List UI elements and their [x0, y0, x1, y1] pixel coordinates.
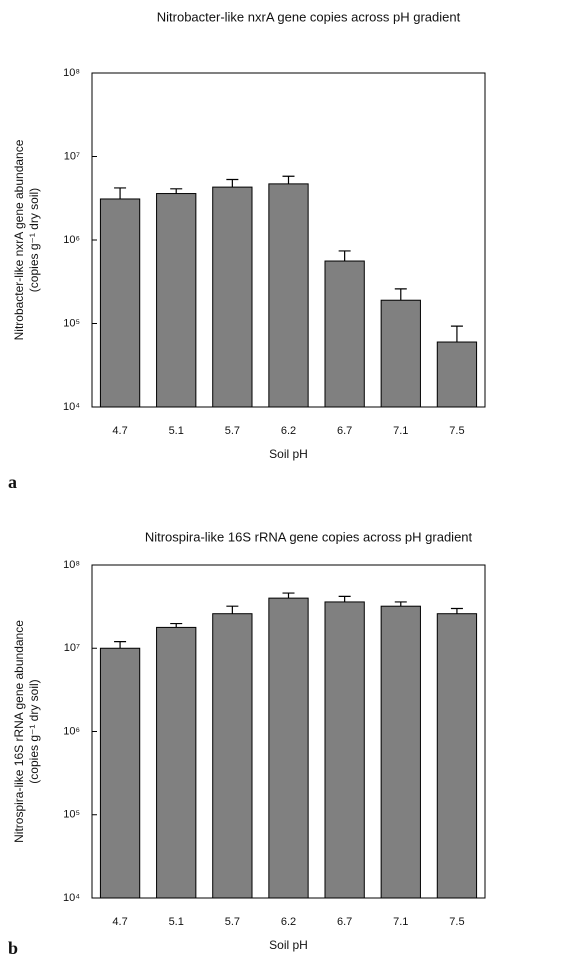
x-axis-label: Soil pH — [269, 938, 308, 952]
bar — [380, 605, 421, 899]
y-tick-label: 10⁶ — [63, 234, 80, 246]
error-bar — [338, 250, 351, 262]
bar — [156, 193, 197, 408]
error-bar — [338, 595, 351, 602]
bar — [268, 183, 309, 408]
panel-label: a — [8, 472, 17, 492]
bar — [212, 613, 253, 899]
y-axis-label: Nitrobacter-like nxrA gene abundance — [12, 139, 26, 340]
y-tick-label: 10⁴ — [63, 892, 80, 904]
y-tick-label: 10⁷ — [64, 150, 80, 162]
chart-title: Nitrospira-like 16S rRNA gene copies acr… — [145, 529, 473, 544]
panel-label: b — [8, 938, 18, 958]
bar — [324, 260, 365, 408]
x-tick-label: 4.7 — [112, 425, 127, 437]
error-bar — [450, 607, 463, 614]
x-tick-label: 7.5 — [449, 916, 464, 928]
error-bar — [282, 592, 295, 599]
error-bar — [170, 188, 183, 194]
x-tick-label: 7.5 — [449, 425, 464, 437]
x-tick-label: 7.1 — [393, 425, 408, 437]
error-bar — [170, 622, 183, 628]
bar — [380, 299, 421, 408]
x-tick-label: 5.1 — [169, 425, 184, 437]
y-tick-label: 10⁸ — [63, 559, 80, 571]
bar — [99, 198, 141, 408]
y-axis-label: (copies g⁻¹ dry soil) — [27, 679, 41, 783]
y-tick-label: 10⁵ — [63, 317, 80, 329]
bar — [99, 647, 141, 899]
error-bar — [114, 641, 127, 649]
y-axis-label: Nitrospira-like 16S rRNA gene abundance — [12, 620, 26, 843]
error-bar — [394, 601, 407, 607]
error-bar — [450, 325, 463, 343]
error-bar — [226, 178, 239, 188]
y-tick-label: 10⁵ — [63, 809, 80, 821]
y-tick-label: 10⁷ — [64, 642, 80, 654]
bar — [212, 186, 253, 408]
y-tick-label: 10⁶ — [63, 725, 80, 737]
bar — [324, 601, 365, 899]
bar — [156, 626, 197, 899]
error-bar — [114, 187, 127, 199]
y-tick-label: 10⁸ — [63, 67, 80, 79]
x-tick-label: 7.1 — [393, 916, 408, 928]
y-axis-label: (copies g⁻¹ dry soil) — [27, 188, 41, 292]
x-tick-label: 6.7 — [337, 425, 352, 437]
x-tick-label: 5.1 — [169, 916, 184, 928]
chart-title: Nitrobacter-like nxrA gene copies across… — [157, 9, 461, 24]
y-tick-label: 10⁴ — [63, 401, 80, 413]
x-axis-label: Soil pH — [269, 447, 308, 461]
error-bar — [394, 288, 407, 301]
x-tick-label: 4.7 — [112, 916, 127, 928]
x-tick-label: 6.2 — [281, 916, 296, 928]
x-tick-label: 6.2 — [281, 425, 296, 437]
x-tick-label: 5.7 — [225, 916, 240, 928]
x-tick-label: 5.7 — [225, 425, 240, 437]
error-bar — [226, 605, 239, 614]
x-tick-label: 6.7 — [337, 916, 352, 928]
bar — [436, 341, 478, 408]
bar — [268, 597, 309, 899]
error-bar — [282, 175, 295, 184]
bar — [436, 613, 478, 899]
